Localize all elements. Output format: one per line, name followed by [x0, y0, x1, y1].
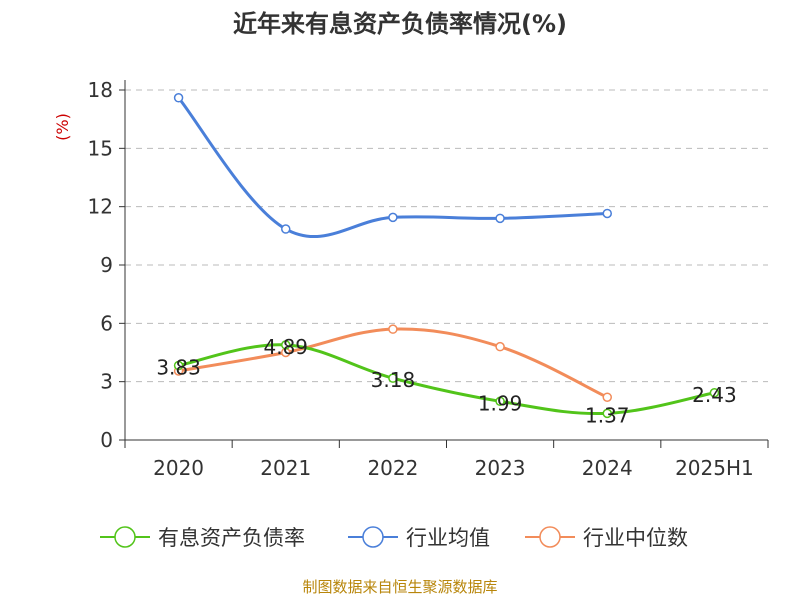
y-tick-label: 15 [88, 136, 113, 160]
x-axis: 2020 2021 2022 2023 2024 2025H1 [124, 439, 769, 480]
y-tick-label: 6 [100, 311, 113, 335]
y-tick-label: 12 [88, 195, 113, 219]
x-tick-label: 2023 [475, 456, 526, 480]
legend-marker [362, 526, 384, 548]
data-point [495, 341, 505, 352]
x-tick-label: 2024 [582, 456, 633, 480]
y-tick-label: 18 [88, 78, 113, 102]
source-note: 制图数据来自恒生聚源数据库 [302, 578, 497, 596]
legend: 有息资产负债率 行业均值 行业中位数 [100, 526, 688, 550]
y-tick-label: 3 [100, 370, 113, 394]
data-point [709, 388, 720, 398]
data-point [602, 408, 612, 419]
y-axis-label: (%) [53, 113, 72, 141]
legend-marker [114, 526, 136, 548]
series-line [177, 96, 608, 239]
legend-label: 行业中位数 [583, 526, 688, 550]
x-tick-label: 2022 [367, 456, 418, 480]
data-point [602, 392, 612, 402]
data-label: 3.83 [156, 356, 201, 380]
data-point [602, 208, 612, 219]
x-tick-label: 2021 [260, 456, 311, 480]
data-label: 1.99 [478, 391, 523, 415]
chart-title: 近年来有息资产负债率情况(%) [233, 10, 567, 38]
legend-marker [539, 526, 561, 548]
data-labels: 3.83 4.89 3.18 1.99 1.37 2.43 [156, 335, 736, 427]
legend-label: 行业均值 [406, 526, 490, 550]
y-tick-label: 9 [100, 253, 113, 277]
data-point [281, 224, 291, 234]
data-point [388, 324, 398, 334]
legend-label: 有息资产负债率 [158, 526, 305, 550]
y-tick-label: 0 [100, 428, 113, 452]
data-point [495, 396, 505, 407]
data-point [495, 213, 505, 224]
data-label: 1.37 [585, 403, 630, 427]
grid-lines [125, 89, 768, 383]
data-point [173, 93, 184, 103]
x-tick-label: 2020 [153, 456, 204, 480]
data-label: 3.18 [371, 368, 416, 392]
data-label: 2.43 [692, 383, 737, 407]
series-line [178, 343, 715, 416]
y-axis: 0 3 6 9 12 15 18 [88, 78, 126, 452]
data-point [173, 360, 184, 371]
series-lines [173, 93, 720, 419]
data-point [281, 340, 291, 350]
x-tick-label: 2025H1 [675, 456, 754, 480]
data-label: 4.89 [263, 335, 308, 359]
data-point [388, 373, 398, 383]
data-point [388, 212, 398, 223]
